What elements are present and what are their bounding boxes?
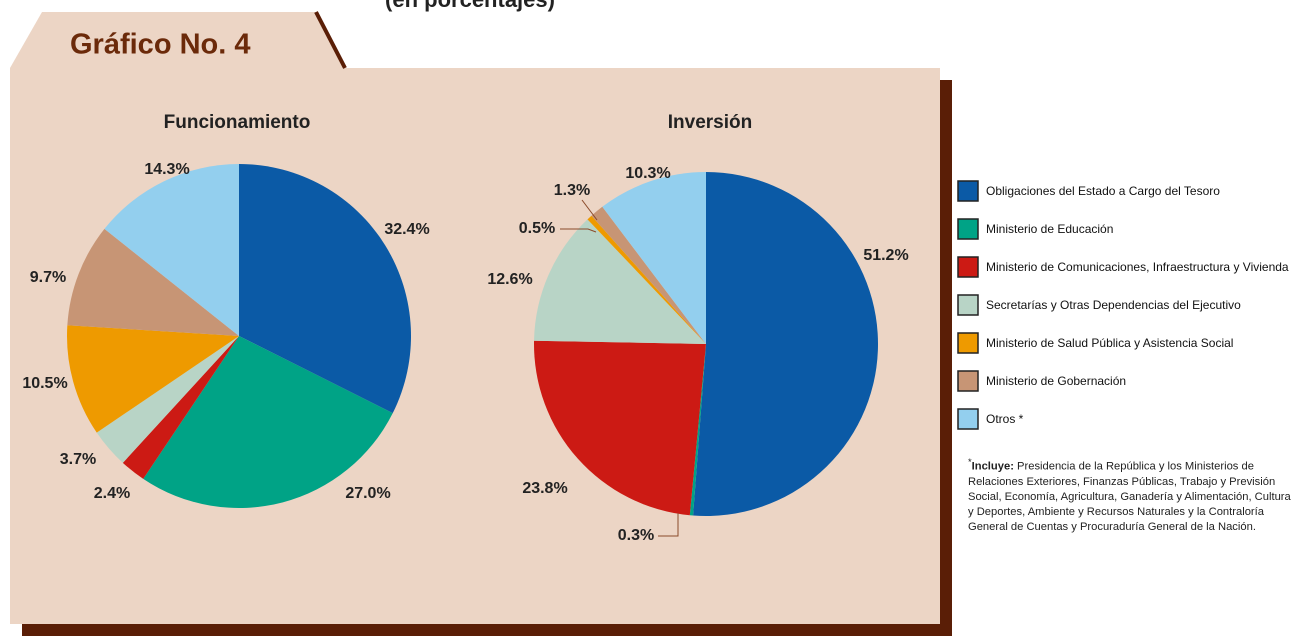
value-label: 32.4% bbox=[384, 221, 429, 238]
leader-line bbox=[560, 228, 597, 233]
pie-slice bbox=[96, 336, 239, 463]
value-label: 3.7% bbox=[60, 451, 96, 468]
pie-slice bbox=[602, 172, 706, 344]
legend-label: Otros * bbox=[986, 412, 1024, 426]
footnote-label: Incluye: bbox=[971, 460, 1014, 473]
tab-edge bbox=[314, 11, 347, 69]
legend-label: Secretarías y Otras Dependencias del Eje… bbox=[986, 298, 1241, 312]
value-label: 1.3% bbox=[554, 182, 590, 199]
legend-swatch bbox=[957, 332, 979, 354]
legend-swatch bbox=[957, 370, 979, 392]
footnote-text: Presidencia de la República y los Minist… bbox=[968, 460, 1291, 533]
value-label: 27.0% bbox=[345, 485, 390, 502]
tab bbox=[10, 12, 345, 68]
pie-slice bbox=[689, 344, 706, 516]
pie-slice bbox=[67, 228, 239, 336]
pie-slice bbox=[534, 219, 706, 344]
legend-label: Ministerio de Salud Pública y Asistencia… bbox=[986, 336, 1233, 350]
pie-slice bbox=[693, 172, 878, 516]
footnote-marker: * bbox=[968, 457, 972, 467]
pie-slice bbox=[104, 164, 240, 336]
leader-line bbox=[658, 513, 679, 537]
subtitle: (en porcentajes) bbox=[385, 0, 555, 12]
tab-label: Gráfico No. 4 bbox=[70, 29, 251, 61]
value-label: 9.7% bbox=[30, 269, 66, 286]
value-label: 0.3% bbox=[618, 527, 654, 544]
pie-slice bbox=[239, 164, 411, 414]
pie-slice bbox=[143, 336, 393, 508]
legend-swatch bbox=[957, 256, 979, 278]
pie-title: Inversión bbox=[668, 112, 752, 133]
legend-label: Ministerio de Gobernación bbox=[986, 374, 1126, 388]
pie-slice bbox=[122, 336, 239, 479]
legend-swatch bbox=[957, 180, 979, 202]
leader-line bbox=[581, 199, 598, 221]
value-label: 14.3% bbox=[144, 161, 189, 178]
legend-swatch bbox=[957, 408, 979, 430]
legend-label: Ministerio de Comunicaciones, Infraestru… bbox=[986, 260, 1289, 274]
legend-label: Obligaciones del Estado a Cargo del Teso… bbox=[986, 184, 1220, 198]
pie-title: Funcionamiento bbox=[164, 112, 311, 133]
value-label: 10.5% bbox=[22, 375, 67, 392]
legend-swatch bbox=[957, 218, 979, 240]
value-label: 0.5% bbox=[519, 220, 555, 237]
value-label: 23.8% bbox=[522, 480, 567, 497]
legend-swatch bbox=[957, 294, 979, 316]
value-label: 2.4% bbox=[94, 485, 130, 502]
pie-slice bbox=[534, 340, 706, 516]
pie-slice bbox=[67, 325, 239, 433]
footnote: *Incluye: Presidencia de la República y … bbox=[968, 455, 1296, 535]
value-label: 10.3% bbox=[625, 165, 670, 182]
legend-label: Ministerio de Educación bbox=[986, 222, 1113, 236]
value-label: 51.2% bbox=[863, 247, 908, 264]
pie-slice bbox=[587, 215, 706, 344]
pie-slice bbox=[591, 206, 706, 344]
value-label: 12.6% bbox=[487, 271, 532, 288]
